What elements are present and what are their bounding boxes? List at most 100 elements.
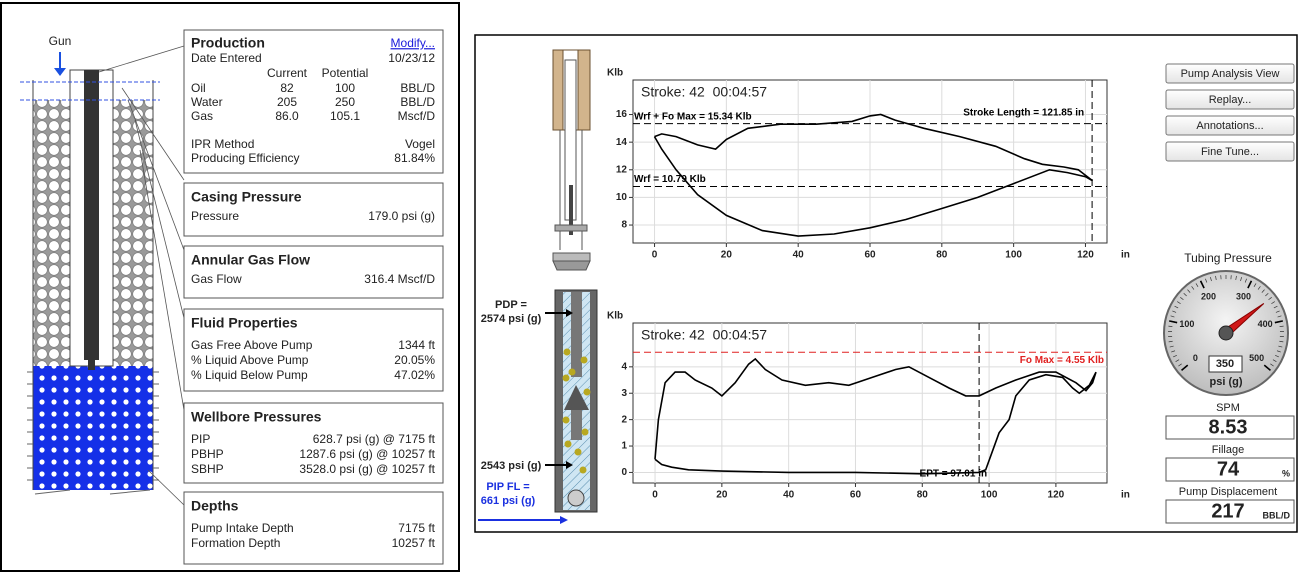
x-tick-label: 120 [1077, 250, 1094, 261]
row-label: IPR Method [191, 137, 254, 151]
readout-value: 74 [1217, 458, 1240, 480]
stroke-label: Stroke: 42 00:04:57 [641, 84, 767, 100]
button-label[interactable]: Replay... [1209, 94, 1252, 106]
x-tick-label: 40 [783, 490, 795, 501]
readout-unit: % [1282, 468, 1290, 478]
gauge-title: Tubing Pressure [1184, 251, 1272, 265]
x-tick-label: 80 [917, 490, 929, 501]
pip-fl-label: PIP FL = [486, 481, 529, 493]
y-tick-label: 10 [616, 192, 628, 203]
box-title: Production [191, 35, 265, 51]
row-label: Oil [191, 81, 206, 95]
reference-label: Wrf = 10.79 Klb [634, 174, 706, 185]
row-label: % Liquid Above Pump [191, 353, 309, 367]
unit: BBL/D [400, 95, 435, 109]
y-unit: Klb [607, 311, 623, 322]
row-value: 20.05% [394, 353, 435, 367]
readout-value: 8.53 [1209, 416, 1248, 438]
row-label: PBHP [191, 447, 224, 461]
box-title: Fluid Properties [191, 315, 298, 331]
current-value: 82 [280, 81, 294, 95]
x-tick-label: 40 [793, 250, 805, 261]
row-value: 10257 ft [392, 536, 436, 550]
row-label: PIP [191, 432, 210, 446]
box-title: Depths [191, 498, 239, 514]
y-unit: Klb [607, 68, 623, 79]
row-label: Producing Efficiency [191, 151, 300, 165]
readout-unit: BBL/D [1263, 510, 1291, 520]
y-tick-label: 14 [616, 137, 628, 148]
pressure-below-label: 2543 psi (g) [481, 460, 542, 472]
gauge-hub [1219, 326, 1233, 340]
gauge-tick-label: 0 [1193, 353, 1198, 363]
button-label[interactable]: Annotations... [1196, 120, 1263, 132]
readout-label: Fillage [1212, 444, 1244, 456]
button-label[interactable]: Pump Analysis View [1181, 68, 1280, 80]
x-tick-label: 20 [716, 490, 728, 501]
reference-label: Fo Max = 4.55 Klb [1020, 355, 1104, 366]
column-header: Current [267, 66, 308, 80]
row-label: Water [191, 95, 223, 109]
gun-label: Gun [49, 34, 72, 48]
plot-area [633, 323, 1107, 483]
y-tick-label: 0 [621, 467, 627, 478]
reference-label: Stroke Length = 121.85 in [963, 108, 1084, 119]
row-label: Pressure [191, 209, 239, 223]
row-value: 7175 ft [398, 521, 435, 535]
unit: Mscf/D [398, 109, 436, 123]
potential-value: 105.1 [330, 109, 360, 123]
row-label: Pump Intake Depth [191, 521, 294, 535]
gauge-tick-label: 400 [1258, 319, 1273, 329]
row-value: 316.4 Mscf/D [364, 272, 435, 286]
row-value: 10/23/12 [388, 51, 435, 65]
row-value: 1287.6 psi (g) @ 10257 ft [299, 447, 435, 461]
modify-link[interactable]: Modify... [391, 36, 435, 50]
y-tick-label: 8 [621, 220, 627, 231]
y-tick-label: 12 [616, 164, 628, 175]
x-tick-label: 0 [652, 490, 658, 501]
row-label: Date Entered [191, 51, 262, 65]
row-value: 628.7 psi (g) @ 7175 ft [313, 432, 436, 446]
gauge-tick-label: 300 [1236, 291, 1251, 301]
x-tick-label: 80 [936, 250, 948, 261]
y-tick-label: 3 [621, 388, 627, 399]
x-tick-label: 60 [864, 250, 876, 261]
row-label: Gas Free Above Pump [191, 338, 313, 352]
y-tick-label: 2 [621, 414, 627, 425]
current-value: 205 [277, 95, 297, 109]
row-label: % Liquid Below Pump [191, 368, 308, 382]
reference-label: EPT = 97.01 in [920, 469, 988, 480]
x-tick-label: 20 [721, 250, 733, 261]
box-title: Annular Gas Flow [191, 252, 310, 268]
gauge-tick-label: 500 [1249, 353, 1264, 363]
row-value: Vogel [405, 137, 435, 151]
row-value: 47.02% [394, 368, 435, 382]
row-label: Gas Flow [191, 272, 242, 286]
row-label: SBHP [191, 462, 224, 476]
current-value: 86.0 [275, 109, 299, 123]
row-label: Formation Depth [191, 536, 280, 550]
row-value: 179.0 psi (g) [368, 209, 435, 223]
stroke-label: Stroke: 42 00:04:57 [641, 327, 767, 343]
gauge-unit: psi (g) [1210, 376, 1243, 388]
pdp-label: PDP = [495, 299, 527, 311]
box-title: Wellbore Pressures [191, 409, 322, 425]
unit: BBL/D [400, 81, 435, 95]
gauge-tick-label: 100 [1179, 319, 1194, 329]
x-tick-label: 120 [1048, 490, 1065, 501]
page: { "left_panel": { "gun_label": "Gun", "p… [0, 0, 1299, 573]
y-tick-label: 16 [616, 109, 628, 120]
readout-value: 217 [1211, 500, 1244, 522]
x-unit: in [1121, 490, 1130, 501]
column-header: Potential [322, 66, 369, 80]
screen: Gun Production Modify... Date Entered 10… [0, 0, 1299, 573]
button-label[interactable]: Fine Tune... [1201, 146, 1259, 158]
x-unit: in [1121, 250, 1130, 261]
y-tick-label: 4 [621, 361, 627, 372]
pdp-value: 2574 psi (g) [481, 313, 542, 325]
x-tick-label: 60 [850, 490, 862, 501]
y-tick-label: 1 [621, 441, 627, 452]
row-value: 1344 ft [398, 338, 435, 352]
x-tick-label: 100 [1005, 250, 1022, 261]
box-title: Casing Pressure [191, 189, 302, 205]
